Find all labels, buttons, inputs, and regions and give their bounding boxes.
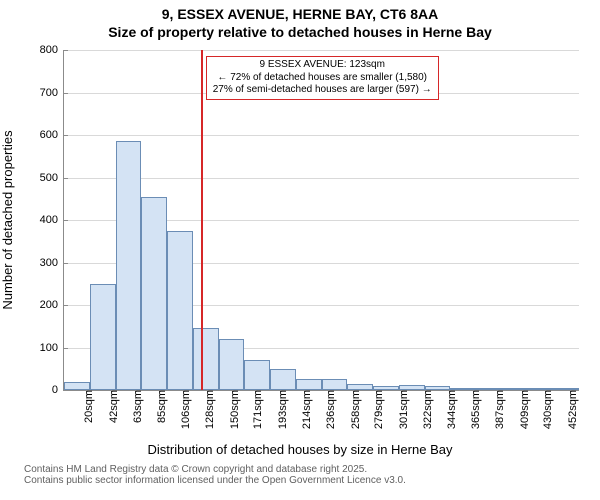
y-tick-label: 100 [40,342,64,354]
x-tick-label: 150sqm [223,390,241,429]
x-tick-label: 430sqm [536,390,554,429]
y-tick-label: 700 [40,87,64,99]
x-tick-label: 214sqm [295,390,313,429]
reference-line [201,50,203,390]
x-tick-label: 365sqm [464,390,482,429]
x-tick-label: 322sqm [416,390,434,429]
annotation-line: ← 72% of detached houses are smaller (1,… [213,72,432,85]
y-tick-label: 0 [52,384,64,396]
histogram-bar [167,231,193,390]
histogram-bar [141,197,167,390]
histogram-bar [270,369,296,390]
chart-title-line2: Size of property relative to detached ho… [0,24,600,40]
x-tick-label: 85sqm [150,390,168,423]
y-tick-label: 500 [40,172,64,184]
gridline [64,135,579,136]
x-tick-label: 171sqm [246,390,264,429]
y-axis-label: Number of detached properties [0,130,15,309]
y-tick-label: 200 [40,299,64,311]
gridline [64,178,579,179]
chart-container: { "chart": { "type": "histogram", "title… [0,0,600,500]
histogram-bar [64,382,90,391]
annotation-line: 9 ESSEX AVENUE: 123sqm [213,59,432,72]
histogram-bar [296,379,322,390]
attribution: Contains HM Land Registry data © Crown c… [0,464,600,486]
plot-area: 010020030040050060070080020sqm42sqm63sqm… [63,50,579,391]
y-tick-label: 800 [40,44,64,56]
histogram-bar [90,284,116,390]
histogram-bar [244,360,270,390]
histogram-bar [322,379,348,390]
x-tick-label: 106sqm [174,390,192,429]
x-tick-label: 236sqm [319,390,337,429]
x-tick-label: 63sqm [126,390,144,423]
attribution-line2: Contains public sector information licen… [0,475,600,486]
annotation-line: 27% of semi-detached houses are larger (… [213,84,432,97]
annotation-box: 9 ESSEX AVENUE: 123sqm← 72% of detached … [206,56,439,100]
x-tick-label: 258sqm [344,390,362,429]
y-tick-label: 400 [40,214,64,226]
histogram-bar [116,141,142,390]
x-tick-label: 279sqm [367,390,385,429]
x-tick-label: 409sqm [513,390,531,429]
x-tick-label: 128sqm [198,390,216,429]
histogram-bar [193,328,219,390]
x-tick-label: 20sqm [77,390,95,423]
y-tick-label: 600 [40,129,64,141]
x-tick-label: 301sqm [392,390,410,429]
chart-title-line1: 9, ESSEX AVENUE, HERNE BAY, CT6 8AA [0,6,600,22]
x-tick-label: 344sqm [440,390,458,429]
x-tick-label: 387sqm [488,390,506,429]
histogram-bar [219,339,245,390]
x-tick-label: 452sqm [561,390,579,429]
gridline [64,50,579,51]
x-tick-label: 42sqm [102,390,120,423]
x-axis-label: Distribution of detached houses by size … [0,442,600,457]
x-tick-label: 193sqm [271,390,289,429]
attribution-line1: Contains HM Land Registry data © Crown c… [0,464,600,475]
y-tick-label: 300 [40,257,64,269]
